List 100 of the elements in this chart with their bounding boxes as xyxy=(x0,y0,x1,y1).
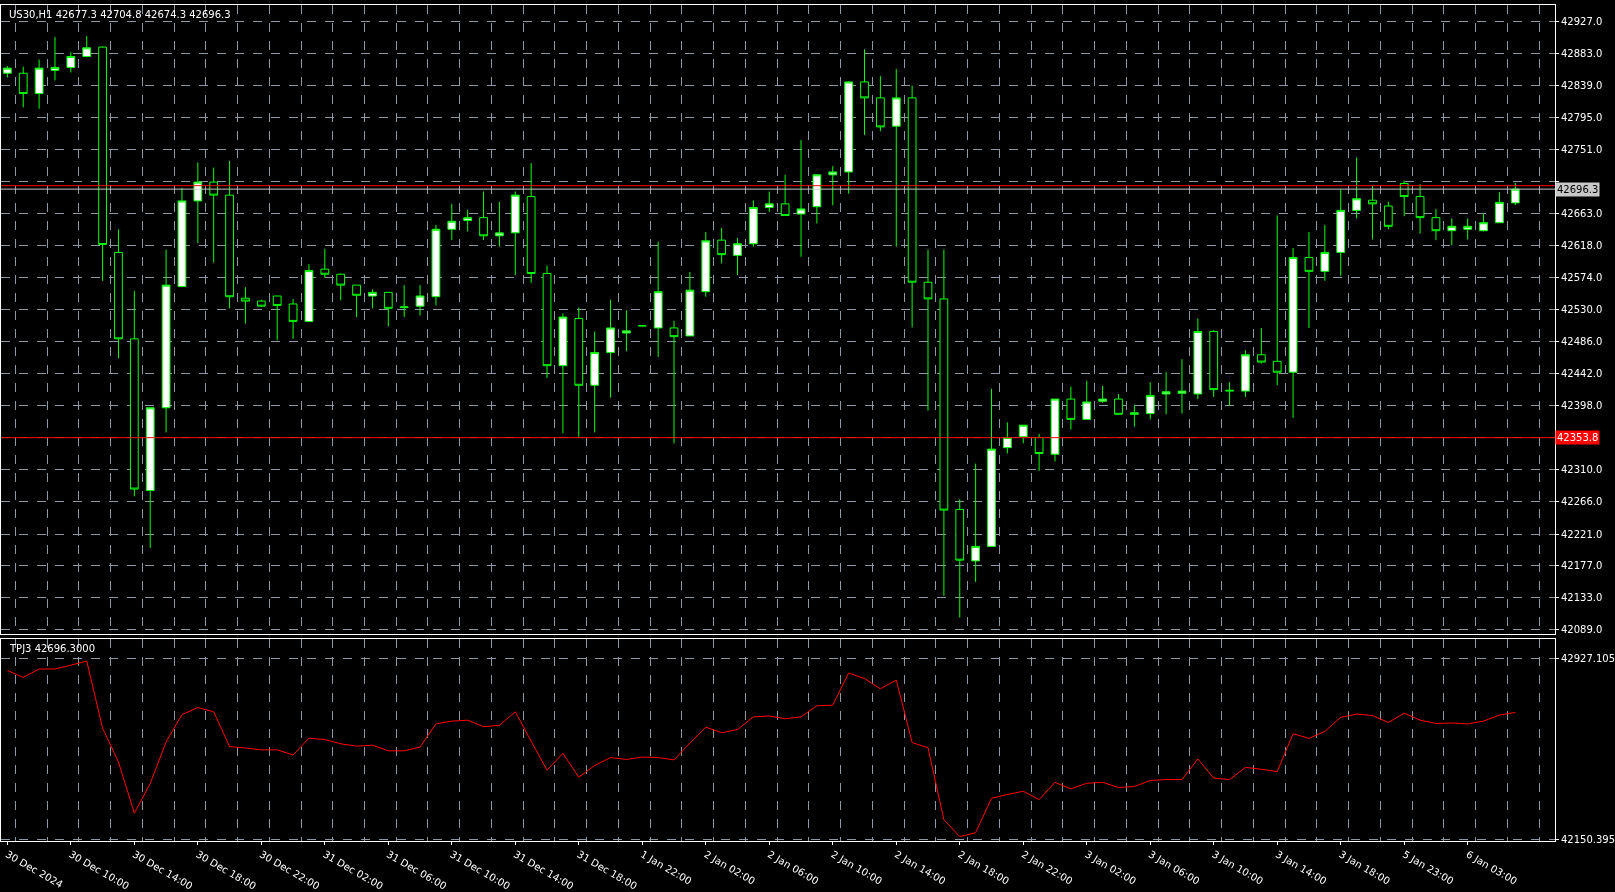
candlestick xyxy=(336,273,346,301)
y-tick-label: 42133.0 xyxy=(1561,592,1603,604)
candlestick xyxy=(860,48,869,136)
candlestick xyxy=(479,191,488,241)
candlestick xyxy=(987,388,996,547)
candlestick xyxy=(1018,424,1028,444)
candlestick xyxy=(177,187,187,288)
y-tick-label: 42486.0 xyxy=(1561,336,1603,348)
candlestick xyxy=(1383,201,1393,230)
candlestick xyxy=(352,284,361,318)
candlestick xyxy=(1193,318,1203,400)
candlestick xyxy=(145,407,155,549)
candlestick xyxy=(590,331,600,433)
candlestick xyxy=(129,290,139,497)
candlestick xyxy=(574,307,584,438)
y-tick-label: 42927.0 xyxy=(1561,16,1603,28)
chart-title: US30,H1 42677.3 42704.8 42674.3 42696.3 xyxy=(9,9,231,20)
line-series xyxy=(6,660,1516,838)
candlestick xyxy=(1050,398,1060,462)
candlestick xyxy=(955,498,965,618)
ref-line-label: 42696.3 xyxy=(1557,184,1599,195)
candlestick xyxy=(1241,349,1250,398)
candlestick xyxy=(368,288,377,309)
candlestick xyxy=(272,295,282,341)
candlestick xyxy=(50,36,60,81)
candlestick xyxy=(98,45,107,282)
candlestick xyxy=(1256,327,1266,364)
candlestick xyxy=(971,463,981,583)
candlestick xyxy=(1034,433,1044,472)
candlestick xyxy=(923,249,933,412)
candlestick xyxy=(875,75,885,132)
candlestick xyxy=(542,265,552,379)
candlestick xyxy=(733,237,742,276)
candlestick xyxy=(1352,156,1361,219)
candlestick xyxy=(510,191,520,276)
candlestick xyxy=(1463,217,1473,240)
ref-line-label: 42353.8 xyxy=(1557,432,1599,443)
candlestick xyxy=(1002,421,1012,454)
candlestick xyxy=(495,201,504,248)
candlestick xyxy=(288,298,298,340)
candlestick xyxy=(1098,385,1107,402)
y-tick-label: 42751.0 xyxy=(1561,143,1603,155)
candlestick xyxy=(1431,208,1441,241)
candlestick xyxy=(1336,188,1346,277)
candlestick xyxy=(653,241,663,358)
candlestick xyxy=(1510,182,1520,206)
candlestick xyxy=(1161,371,1171,415)
y-tick-label: 42883.0 xyxy=(1561,48,1603,60)
y-tick-label: 42795.0 xyxy=(1561,111,1603,123)
y-tick-label: 42177.0 xyxy=(1561,560,1603,572)
chart-title: TPJ3 42696.3000 xyxy=(9,643,96,654)
y-tick-label: 42927.105 xyxy=(1561,652,1615,664)
y-tick-label: 42221.0 xyxy=(1561,528,1603,540)
candlestick xyxy=(2,65,12,79)
candlestick xyxy=(1066,386,1076,431)
candlestick xyxy=(812,174,822,224)
y-tick-label: 42150.395 xyxy=(1561,834,1615,846)
y-tick-label: 42398.0 xyxy=(1561,400,1603,412)
candlestick xyxy=(1479,213,1488,232)
candlestick xyxy=(526,162,536,284)
candlestick xyxy=(1495,191,1504,224)
candlestick xyxy=(717,227,727,264)
candlestick xyxy=(796,139,806,258)
candlestick xyxy=(844,80,854,195)
candlestick xyxy=(606,299,615,399)
y-tick-label: 42574.0 xyxy=(1561,272,1603,284)
candlestick xyxy=(161,249,171,433)
candlestick xyxy=(447,203,457,241)
candlestick xyxy=(463,209,473,232)
candlestick xyxy=(431,224,441,306)
candlestick xyxy=(701,231,711,298)
y-tick-label: 42442.0 xyxy=(1561,368,1603,380)
candlestick xyxy=(780,174,790,216)
candlestick xyxy=(415,284,425,317)
y-tick-label: 42266.0 xyxy=(1561,495,1603,507)
candlestick xyxy=(320,248,330,279)
candlestick xyxy=(1114,393,1123,416)
candlestick xyxy=(383,291,393,327)
candlestick xyxy=(1320,224,1330,282)
candlestick xyxy=(1129,404,1139,428)
candlestick xyxy=(1368,185,1377,240)
candlestick xyxy=(891,68,901,248)
candlestick xyxy=(256,299,266,308)
y-tick-label: 42310.0 xyxy=(1561,463,1603,475)
candlestick xyxy=(241,286,250,325)
candlestick xyxy=(18,66,28,108)
candlestick xyxy=(1225,381,1234,407)
candlestick xyxy=(1304,231,1314,329)
candlestick xyxy=(1145,381,1155,420)
candlestick xyxy=(225,160,234,309)
candlestick xyxy=(1082,380,1092,420)
candlestick xyxy=(1288,247,1298,419)
candlestick xyxy=(1447,217,1457,246)
candlestick xyxy=(1415,183,1425,235)
y-tick-label: 42839.0 xyxy=(1561,80,1603,92)
candlestick xyxy=(558,312,568,434)
candlestick xyxy=(669,320,679,444)
candlestick xyxy=(66,51,76,73)
candlestick xyxy=(637,324,647,327)
candlestick xyxy=(399,284,409,318)
